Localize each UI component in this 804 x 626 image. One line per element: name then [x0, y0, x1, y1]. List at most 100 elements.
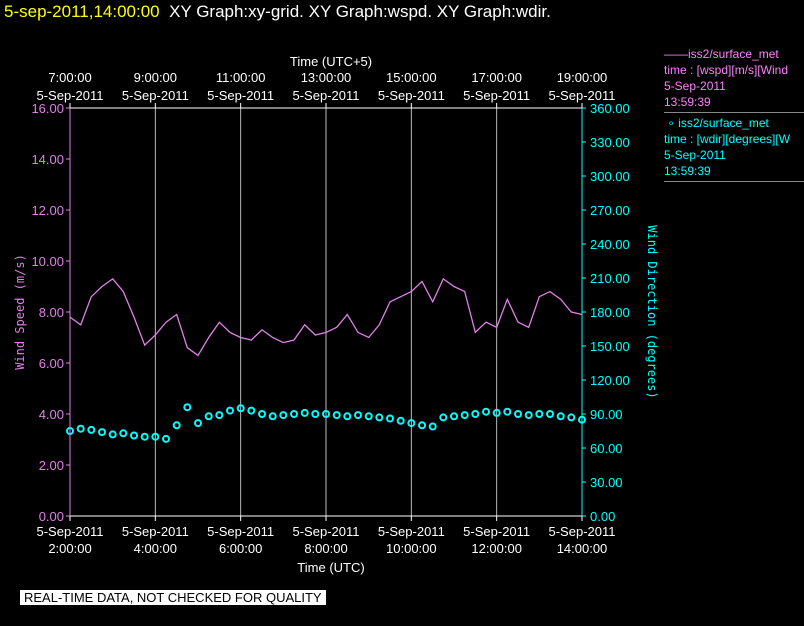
left-tick-label: 14.00 [31, 152, 64, 167]
wind-direction-point [204, 412, 213, 421]
wind-direction-point [375, 413, 384, 422]
right-tick-label: 270.00 [590, 203, 630, 218]
top-tick-date: 5-Sep-2011 [463, 88, 530, 103]
legend-series-wdir: ∘ iss2/surface_met time : [wdir][degrees… [664, 115, 804, 179]
wind-direction-point [514, 410, 522, 418]
wind-direction-point [290, 410, 298, 418]
wind-direction-point [87, 425, 96, 434]
bottom-tick-date: 5-Sep-2011 [207, 524, 274, 539]
right-tick-label: 210.00 [590, 271, 630, 286]
wind-direction-point [546, 410, 554, 418]
bottom-tick-time: 14:00:00 [557, 541, 608, 556]
legend-title-wspd: iss2/surface_met [688, 47, 779, 61]
left-tick-label: 10.00 [31, 254, 64, 269]
wind-direction-point [236, 404, 245, 413]
wind-direction-point [482, 407, 490, 416]
bottom-tick-date: 5-Sep-2011 [37, 524, 104, 539]
wind-direction-point [332, 411, 341, 420]
bottom-tick-time: 8:00:00 [304, 541, 347, 556]
wind-direction-point [162, 434, 170, 443]
bottom-tick-time: 6:00:00 [219, 541, 262, 556]
wind-direction-point [108, 430, 117, 439]
left-tick-label: 6.00 [39, 356, 64, 371]
timestamp: 5-sep-2011,14:00:00 [4, 2, 160, 21]
bottom-tick-time: 12:00:00 [471, 541, 522, 556]
top-tick-date: 5-Sep-2011 [207, 88, 274, 103]
tick-labels: 0.00 2.00 4.00 6.00 8.00 10.00 12.00 14.00 16.00… [31, 70, 629, 556]
right-tick-label: 0.00 [590, 509, 615, 524]
wind-direction-point [247, 406, 256, 415]
top-tick-time: 15:00:00 [386, 70, 437, 85]
wind-speed-line [69, 277, 583, 357]
right-tick-label: 240.00 [590, 237, 630, 252]
right-tick-label: 360.00 [590, 101, 630, 116]
wind-direction-point [300, 408, 309, 417]
left-tick-label: 4.00 [39, 407, 64, 422]
quality-disclaimer: REAL-TIME DATA, NOT CHECKED FOR QUALITY [20, 590, 326, 605]
page-title: 5-sep-2011,14:00:00 XY Graph:xy-grid. XY… [4, 2, 551, 22]
wind-direction-point [428, 422, 437, 431]
y-axis-label-left: Wind Speed (m/s) [13, 254, 27, 370]
right-tick-label: 60.00 [590, 441, 623, 456]
top-tick-time: 9:00:00 [134, 70, 177, 85]
right-tick-label: 300.00 [590, 169, 630, 184]
wind-direction-point [140, 432, 149, 441]
legend-divider-bottom [664, 181, 804, 182]
top-tick-date: 5-Sep-2011 [122, 88, 189, 103]
wind-direction-point [183, 403, 192, 412]
legend-series-wspd: ——iss2/surface_met time : [wspd][m/s][Wi… [664, 46, 804, 110]
top-tick-date: 5-Sep-2011 [549, 88, 616, 103]
wind-direction-point [119, 429, 128, 438]
left-tick-label: 8.00 [39, 305, 64, 320]
top-axis-label: Time (UTC+5) [290, 54, 372, 69]
legend: ——iss2/surface_met time : [wspd][m/s][Wi… [664, 46, 804, 184]
wind-direction-point [194, 419, 202, 428]
right-tick-label: 180.00 [590, 305, 630, 320]
wind-direction-point [354, 411, 362, 420]
top-tick-time: 11:00:00 [216, 70, 266, 85]
legend-time-wspd: 13:59:39 [664, 95, 711, 109]
wind-direction-point [407, 419, 416, 428]
wind-direction-point [258, 410, 266, 418]
wind-direction-point [215, 411, 224, 420]
top-tick-date: 5-Sep-2011 [378, 88, 445, 103]
x-axis-label: Time (UTC) [297, 560, 364, 575]
y-axis-label-right: Wind Direction (degrees) [645, 225, 659, 398]
wind-direction-point [268, 412, 277, 421]
wind-direction-point [322, 410, 330, 418]
wind-direction-point [130, 431, 138, 440]
right-tick-label: 30.00 [590, 475, 623, 490]
right-tick-label: 120.00 [590, 373, 630, 388]
wind-direction-point [450, 412, 458, 421]
top-tick-time: 7:00:00 [48, 70, 91, 85]
wind-direction-point [311, 410, 320, 418]
bottom-tick-date: 5-Sep-2011 [549, 524, 616, 539]
wind-direction-point [172, 421, 181, 430]
top-tick-time: 19:00:00 [557, 70, 608, 85]
wind-direction-point [343, 412, 352, 421]
left-tick-label: 16.00 [31, 101, 64, 116]
right-tick-label: 330.00 [590, 135, 630, 150]
wind-direction-point [535, 410, 544, 418]
wind-direction-point [567, 413, 576, 422]
left-tick-label: 0.00 [39, 509, 64, 524]
wind-direction-point [460, 411, 469, 420]
legend-title-wdir: iss2/surface_met [678, 116, 769, 130]
wind-direction-point [503, 407, 512, 416]
legend-line-wdir: time : [wdir][degrees][W [664, 132, 791, 146]
bottom-tick-date: 5-Sep-2011 [463, 524, 530, 539]
legend-time-wdir: 13:59:39 [664, 164, 711, 178]
bottom-tick-date: 5-Sep-2011 [378, 524, 445, 539]
wind-direction-point [396, 416, 405, 425]
top-tick-time: 17:00:00 [471, 70, 522, 85]
wind-direction-point [98, 428, 106, 437]
wind-direction-point [492, 408, 501, 417]
left-tick-label: 2.00 [39, 458, 64, 473]
bottom-tick-time: 2:00:00 [48, 541, 91, 556]
wind-direction-point [439, 413, 448, 422]
wind-speed-series [69, 277, 583, 357]
wind-direction-point [76, 424, 85, 433]
graph-list: XY Graph:xy-grid. XY Graph:wspd. XY Grap… [169, 2, 551, 21]
wind-direction-point [418, 421, 426, 430]
